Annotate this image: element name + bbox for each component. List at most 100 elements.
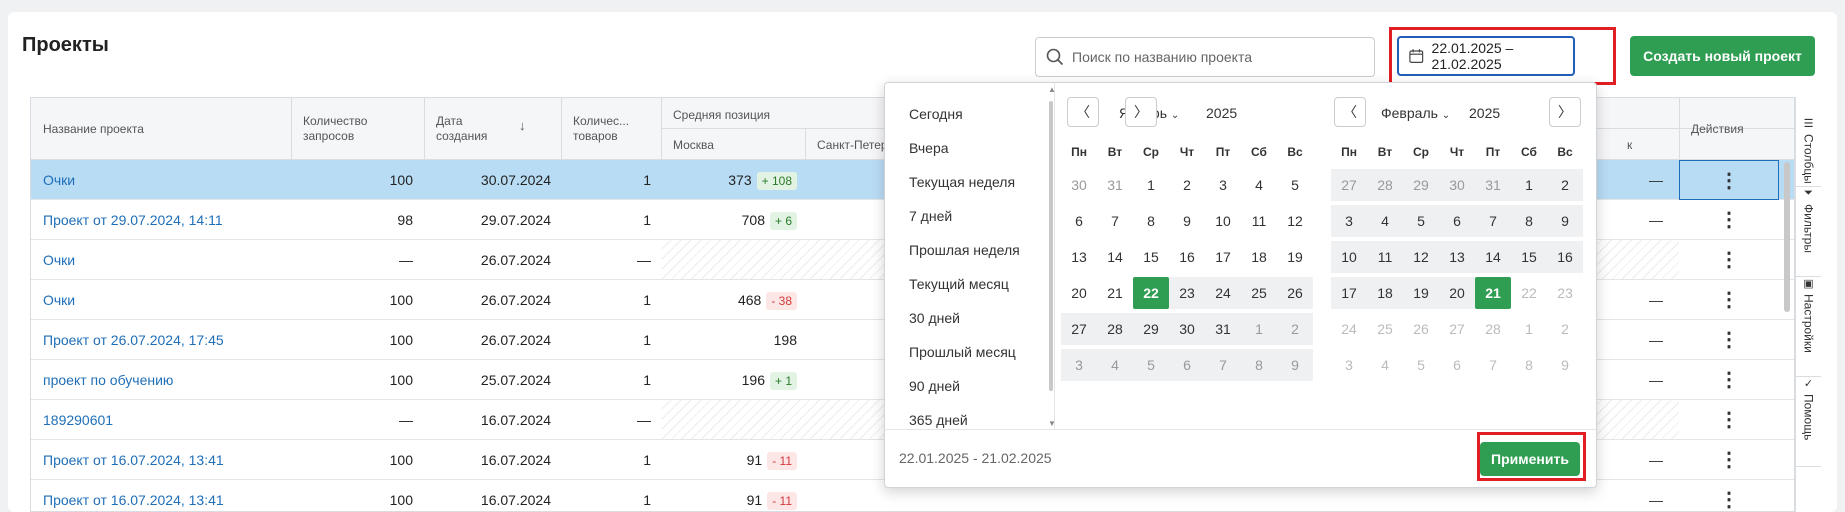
day-cell[interactable]: 12 (1403, 241, 1439, 273)
day-cell[interactable]: 3 (1219, 177, 1227, 193)
day-cell[interactable]: 11 (1367, 241, 1403, 273)
header-moscow[interactable]: Москва (673, 138, 714, 152)
day-cell[interactable]: 11 (1251, 213, 1267, 229)
day-cell[interactable]: 17 (1215, 249, 1231, 265)
day-cell[interactable]: 20 (1439, 277, 1475, 309)
kebab-menu-icon[interactable]: ⋮ (1719, 249, 1739, 271)
sort-arrow-down-icon[interactable]: ↓ (519, 118, 526, 133)
search-input[interactable] (1072, 49, 1362, 65)
side-tab-settings[interactable]: ▣ Настройки (1796, 277, 1821, 377)
header-requests[interactable]: Количество запросов (303, 114, 368, 143)
next-month-button-left[interactable]: 〉 (1125, 97, 1157, 127)
preset-option[interactable]: 365 дней (909, 412, 968, 428)
day-cell[interactable]: 14 (1107, 249, 1123, 265)
day-cell[interactable]: 19 (1403, 277, 1439, 309)
header-created[interactable]: Дата создания (436, 114, 488, 143)
day-cell[interactable]: 8 (1241, 349, 1277, 381)
day-cell[interactable]: 6 (1169, 349, 1205, 381)
side-tab-columns[interactable]: ☰ Столбцы (1796, 117, 1821, 187)
day-cell[interactable]: 16 (1179, 249, 1195, 265)
kebab-menu-icon[interactable]: ⋮ (1719, 289, 1739, 311)
day-cell[interactable]: 1 (1147, 177, 1155, 193)
day-cell[interactable]: 2 (1277, 313, 1313, 345)
day-cell[interactable]: 4 (1097, 349, 1133, 381)
day-cell[interactable]: 25 (1241, 277, 1277, 309)
day-cell[interactable]: 29 (1403, 169, 1439, 201)
day-cell[interactable]: 28 (1367, 169, 1403, 201)
day-cell[interactable]: 14 (1475, 241, 1511, 273)
day-cell[interactable]: 13 (1439, 241, 1475, 273)
day-cell[interactable]: 1 (1241, 313, 1277, 345)
day-cell[interactable]: 17 (1331, 277, 1367, 309)
project-name-link[interactable]: Проект от 16.07.2024, 13:41 (43, 452, 224, 468)
preset-option[interactable]: 7 дней (909, 208, 953, 224)
header-name[interactable]: Название проекта (43, 122, 144, 136)
day-cell[interactable]: 20 (1071, 285, 1087, 301)
day-cell[interactable]: 6 (1439, 205, 1475, 237)
day-cell[interactable]: 27 (1061, 313, 1097, 345)
kebab-menu-icon[interactable]: ⋮ (1719, 329, 1739, 351)
day-cell[interactable]: 4 (1255, 177, 1263, 193)
kebab-menu-icon[interactable]: ⋮ (1719, 449, 1739, 471)
project-name-link[interactable]: Очки (43, 252, 76, 268)
preset-option[interactable]: Прошлая неделя (909, 242, 1020, 258)
day-cell[interactable]: 31 (1205, 313, 1241, 345)
kebab-menu-icon[interactable]: ⋮ (1719, 209, 1739, 231)
day-cell[interactable]: 23 (1169, 277, 1205, 309)
kebab-menu-icon[interactable]: ⋮ (1719, 489, 1739, 511)
day-cell[interactable]: 19 (1287, 249, 1303, 265)
preset-option[interactable]: 90 дней (909, 378, 960, 394)
day-cell[interactable]: 26 (1277, 277, 1313, 309)
day-cell[interactable]: 6 (1075, 213, 1083, 229)
day-cell[interactable]: 30 (1439, 169, 1475, 201)
kebab-menu-icon[interactable]: ⋮ (1719, 170, 1739, 192)
day-cell-selected[interactable]: 22 (1133, 277, 1169, 309)
project-name-link[interactable]: Очки (43, 172, 76, 188)
project-name-link[interactable]: проект по обучению (43, 372, 174, 388)
search-box[interactable] (1035, 37, 1375, 77)
header-products[interactable]: Количес... товаров (573, 114, 630, 143)
day-cell[interactable]: 9 (1547, 205, 1583, 237)
year-select-left[interactable]: 2025 (1206, 105, 1238, 121)
create-project-button[interactable]: Создать новый проект (1630, 36, 1815, 76)
day-cell[interactable]: 3 (1331, 205, 1367, 237)
day-cell-selected[interactable]: 21 (1475, 277, 1511, 309)
day-cell[interactable]: 27 (1331, 169, 1367, 201)
day-cell[interactable]: 7 (1475, 205, 1511, 237)
day-cell[interactable]: 28 (1097, 313, 1133, 345)
day-cell[interactable]: 13 (1071, 249, 1087, 265)
project-name-link[interactable]: Проект от 26.07.2024, 17:45 (43, 332, 224, 348)
day-cell[interactable]: 5 (1403, 205, 1439, 237)
preset-option[interactable]: Текущая неделя (909, 174, 1016, 190)
kebab-menu-icon[interactable]: ⋮ (1719, 409, 1739, 431)
project-name-link[interactable]: Проект от 16.07.2024, 13:41 (43, 492, 224, 508)
prev-month-button[interactable]: 〈 (1067, 97, 1099, 127)
day-cell[interactable]: 15 (1143, 249, 1159, 265)
day-cell[interactable]: 3 (1061, 349, 1097, 381)
day-cell[interactable]: 1 (1511, 169, 1547, 201)
date-range-picker[interactable]: 22.01.2025 – 21.02.2025 (1397, 36, 1575, 76)
preset-option[interactable]: Прошлый месяц (909, 344, 1016, 360)
apply-button[interactable]: Применить (1480, 442, 1580, 476)
preset-option[interactable]: Текущий месяц (909, 276, 1009, 292)
table-scrollbar[interactable] (1782, 160, 1792, 510)
project-name-link[interactable]: 189290601 (43, 412, 114, 428)
prev-month-button-right[interactable]: 〈 (1334, 97, 1366, 127)
preset-option[interactable]: Вчера (909, 140, 949, 156)
day-cell[interactable]: 31 (1107, 177, 1123, 193)
day-cell[interactable]: 2 (1547, 169, 1583, 201)
day-cell[interactable]: 24 (1205, 277, 1241, 309)
day-cell[interactable]: 7 (1205, 349, 1241, 381)
day-cell[interactable]: 8 (1147, 213, 1155, 229)
day-cell[interactable]: 7 (1111, 213, 1119, 229)
day-cell[interactable]: 4 (1367, 205, 1403, 237)
next-month-button[interactable]: 〉 (1549, 97, 1581, 127)
day-cell[interactable]: 5 (1291, 177, 1299, 193)
month-select-right[interactable]: Февраль ⌄ (1381, 105, 1451, 121)
day-cell[interactable]: 2 (1183, 177, 1191, 193)
day-cell[interactable]: 16 (1547, 241, 1583, 273)
project-name-link[interactable]: Проект от 29.07.2024, 14:11 (43, 212, 223, 228)
preset-scrollbar[interactable]: ▲ ▼ (1048, 85, 1056, 429)
day-cell[interactable]: 8 (1511, 205, 1547, 237)
day-cell[interactable]: 29 (1133, 313, 1169, 345)
